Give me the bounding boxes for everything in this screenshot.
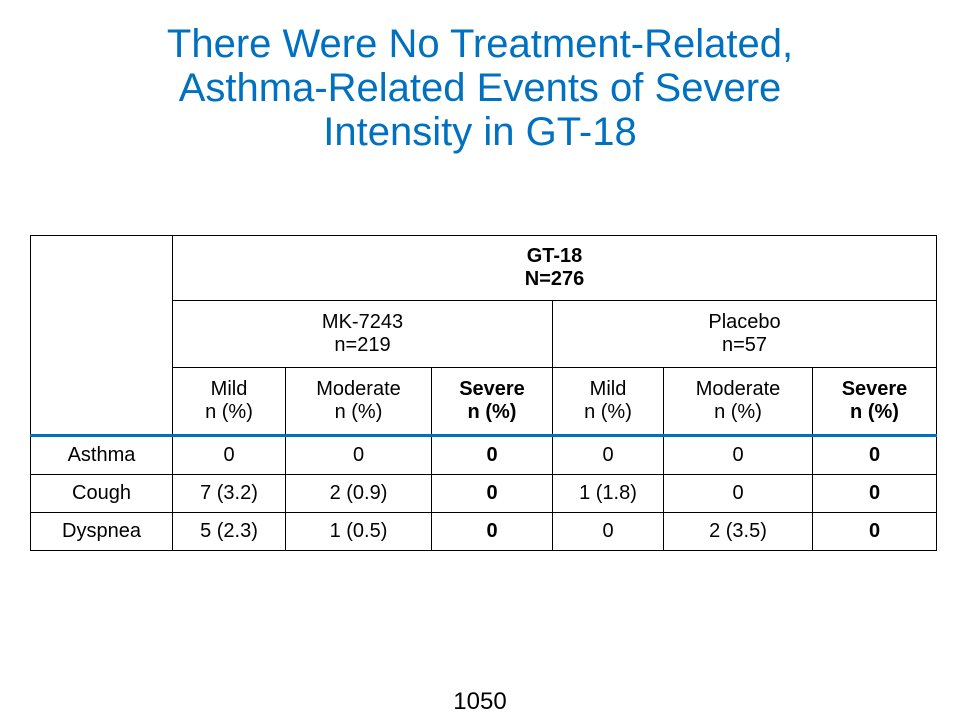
table-cell: 0 xyxy=(552,434,664,475)
column-label: Severe xyxy=(841,378,908,400)
row-label: Dyspnea xyxy=(30,512,173,551)
title-line: Intensity in GT-18 xyxy=(323,110,637,154)
table-cell: 2 (3.5) xyxy=(663,512,813,551)
table-cell: 0 xyxy=(552,512,664,551)
column-unit: n (%) xyxy=(584,401,632,423)
table-cell: 0 xyxy=(812,512,937,551)
adverse-events-table: GT-18 N=276 MK-7243 n=219 Placebo n=57 M… xyxy=(30,235,937,551)
table-cell: 0 xyxy=(812,474,937,513)
column-header-cell: Moderate n (%) xyxy=(663,367,813,436)
table-row-asthma: Asthma 0 0 0 0 0 0 xyxy=(30,434,937,475)
title-line: There Were No Treatment-Related, xyxy=(166,22,794,66)
header-row-groups: MK-7243 n=219 Placebo n=57 xyxy=(31,300,937,368)
column-header-cell: Severe n (%) xyxy=(431,367,553,436)
study-name: GT-18 xyxy=(526,245,583,267)
study-header-cell: GT-18 N=276 xyxy=(172,235,937,301)
table-cell: 2 (0.9) xyxy=(285,474,432,513)
column-unit: n (%) xyxy=(334,401,383,423)
table-cell: 0 xyxy=(285,434,432,475)
column-header-cell: Mild n (%) xyxy=(552,367,664,436)
corner-cell xyxy=(30,235,173,436)
header-row-study: GT-18 N=276 xyxy=(30,235,937,436)
column-label: Moderate xyxy=(316,378,401,400)
row-label: Asthma xyxy=(30,434,173,475)
column-label: Severe xyxy=(459,378,525,400)
header-row-severity: Mild n (%) Moderate n (%) Severe n (%) M… xyxy=(31,367,937,436)
column-unit: n (%) xyxy=(714,401,762,423)
table-cell: 0 xyxy=(812,434,937,475)
column-unit: n (%) xyxy=(467,401,517,423)
table-cell: 1 (0.5) xyxy=(285,512,432,551)
column-unit: n (%) xyxy=(205,401,253,423)
group-n: n=57 xyxy=(721,334,768,356)
table-cell: 1 (1.8) xyxy=(552,474,664,513)
column-label: Mild xyxy=(210,378,248,400)
slide-title: There Were No Treatment-Related, Asthma-… xyxy=(60,22,900,154)
title-line: Asthma-Related Events of Severe xyxy=(178,66,782,110)
table-cell: 0 xyxy=(431,434,553,475)
column-unit: n (%) xyxy=(850,401,899,423)
column-label: Mild xyxy=(589,378,627,400)
table-cell: 0 xyxy=(172,434,286,475)
group-header-cell: Placebo n=57 xyxy=(552,300,937,368)
row-label: Cough xyxy=(30,474,173,513)
column-label: Moderate xyxy=(695,378,781,400)
group-name: Placebo xyxy=(708,311,781,333)
column-header-cell: Severe n (%) xyxy=(812,367,937,436)
page-number: 1050 xyxy=(453,688,507,715)
table-cell: 0 xyxy=(663,474,813,513)
table-cell: 0 xyxy=(431,512,553,551)
group-name: MK-7243 xyxy=(321,311,404,333)
table-cell: 7 (3.2) xyxy=(172,474,286,513)
column-header-cell: Moderate n (%) xyxy=(285,367,432,436)
table-cell: 5 (2.3) xyxy=(172,512,286,551)
group-n: n=219 xyxy=(334,334,391,356)
column-header-cell: Mild n (%) xyxy=(172,367,286,436)
group-header-cell: MK-7243 n=219 xyxy=(172,300,553,368)
table-cell: 0 xyxy=(663,434,813,475)
table-cell: 0 xyxy=(431,474,553,513)
table-row-dyspnea: Dyspnea 5 (2.3) 1 (0.5) 0 0 2 (3.5) 0 xyxy=(30,512,937,551)
study-n: N=276 xyxy=(524,268,585,290)
table-row-cough: Cough 7 (3.2) 2 (0.9) 0 1 (1.8) 0 0 xyxy=(30,474,937,513)
